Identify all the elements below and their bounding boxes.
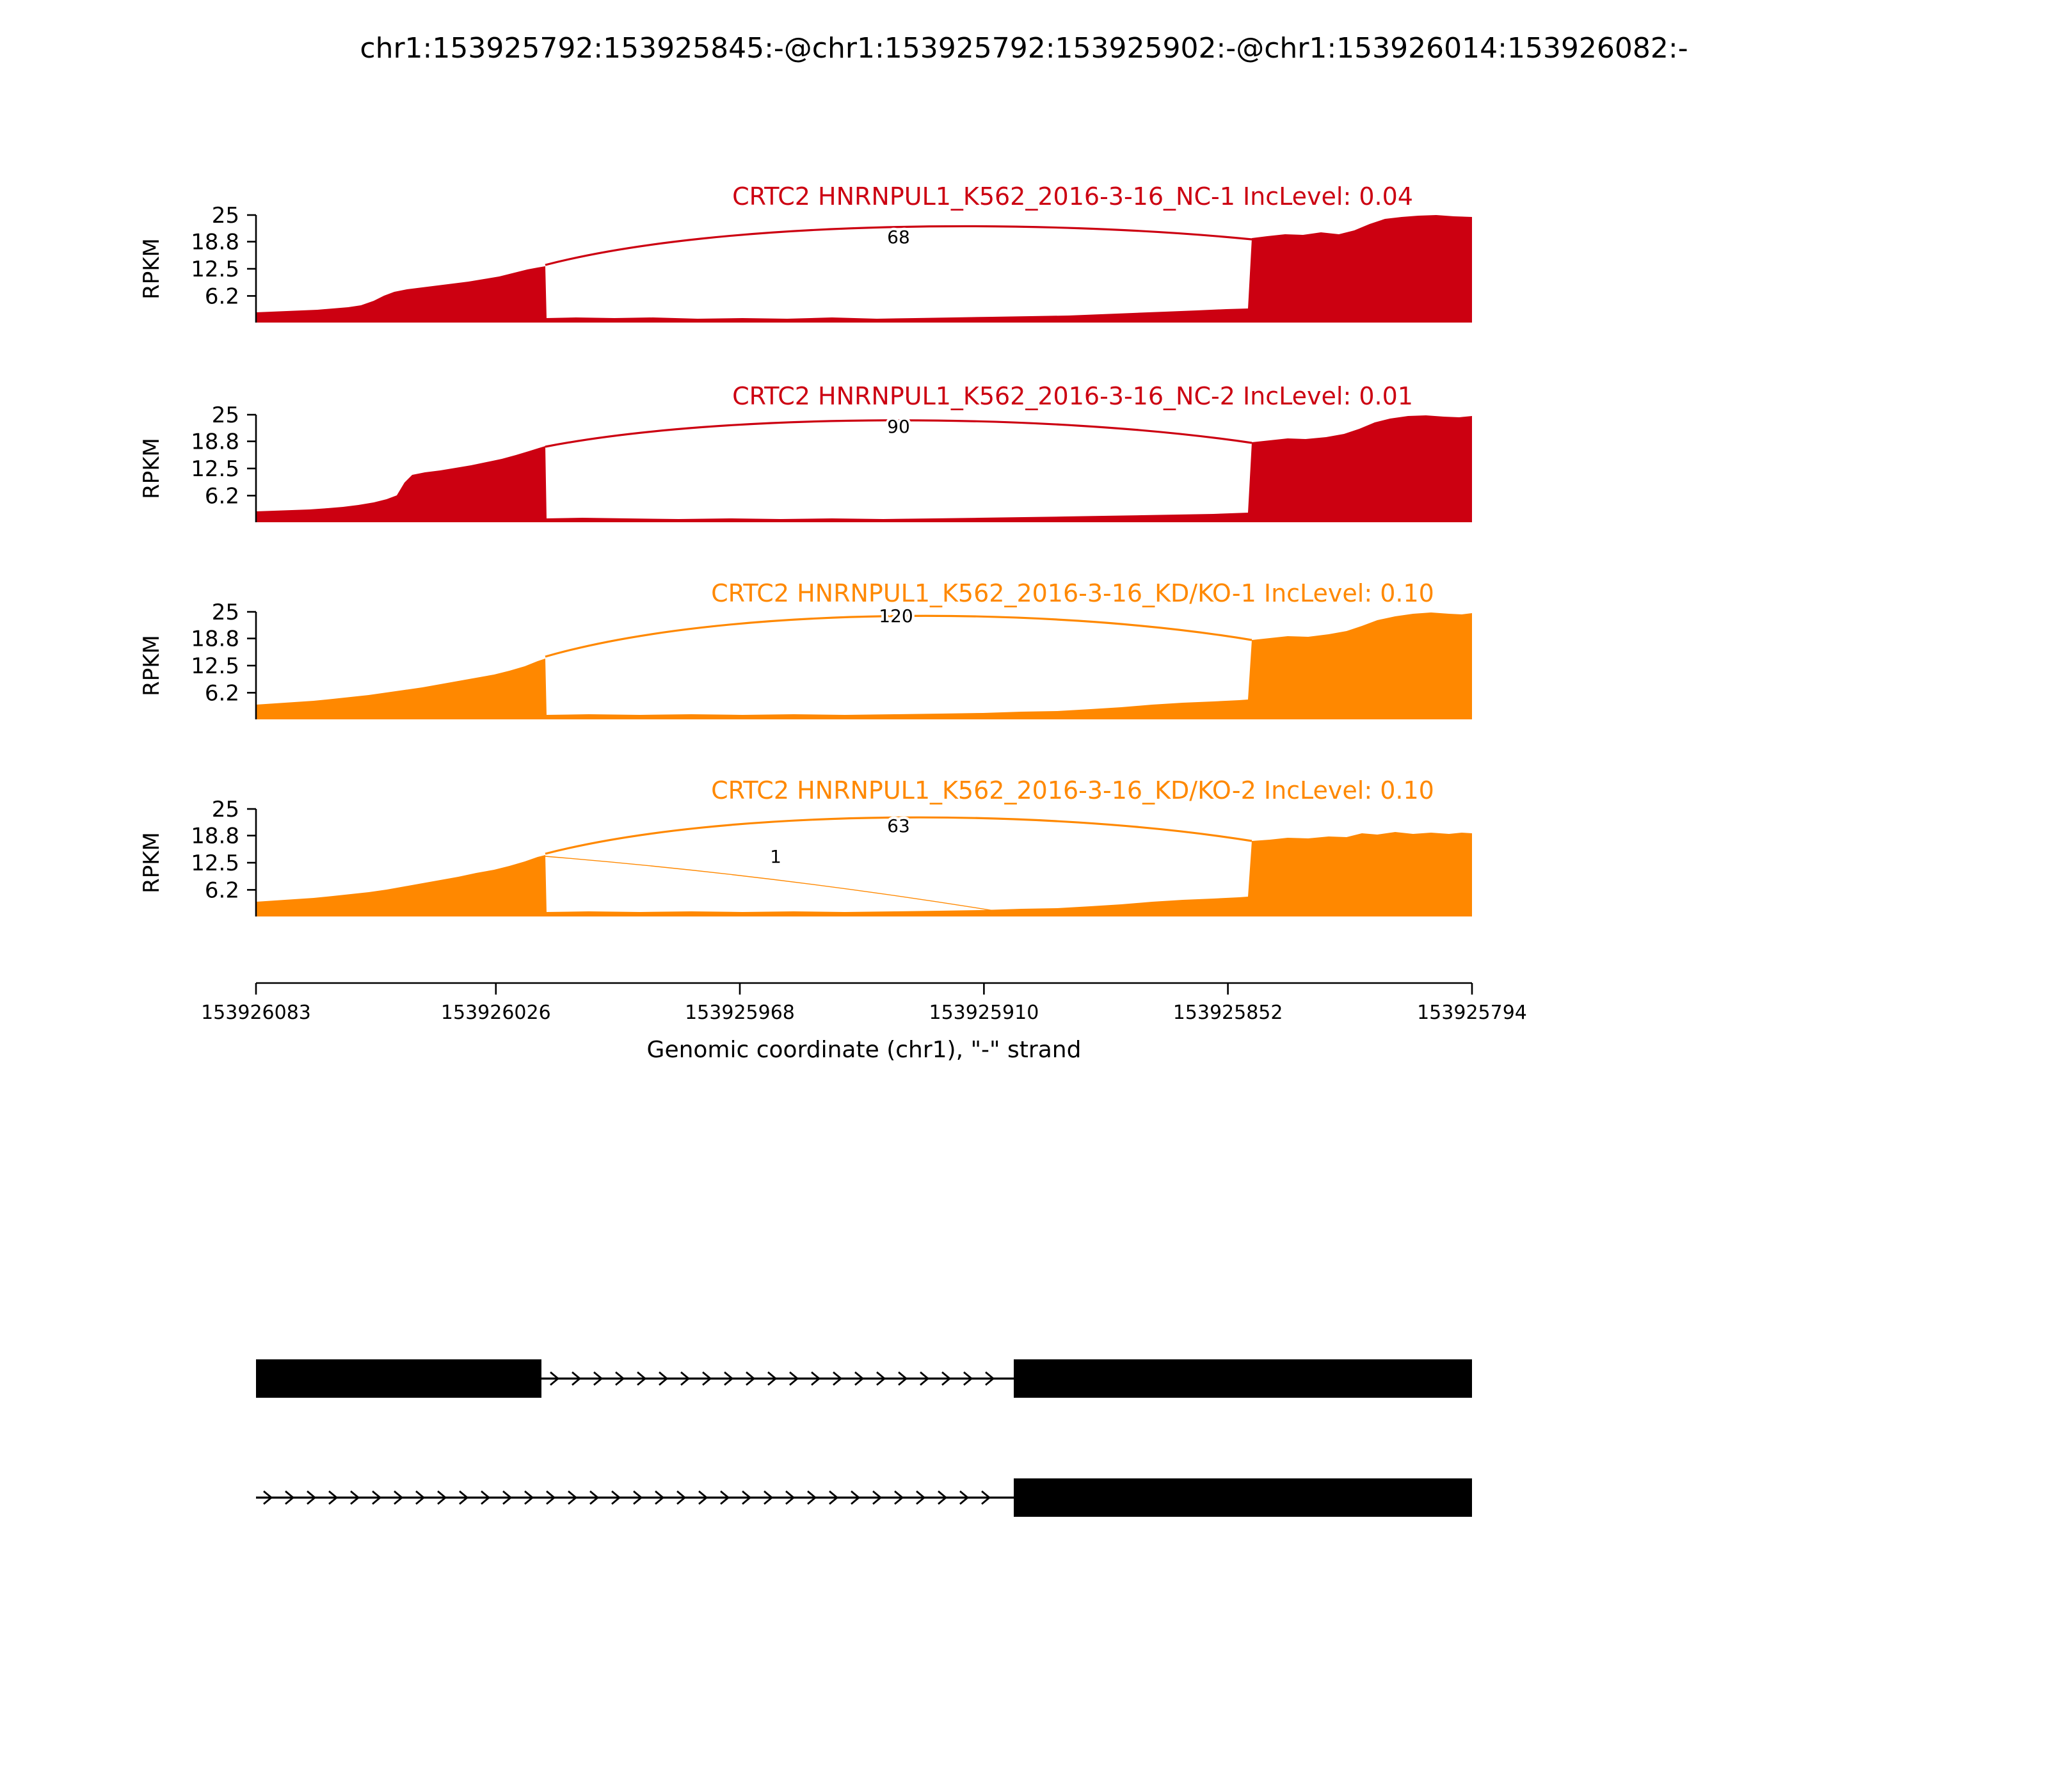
x-axis-label: Genomic coordinate (chr1), "-" strand: [647, 1037, 1082, 1063]
page-title: chr1:153925792:153925845:-@chr1:15392579…: [360, 33, 1688, 65]
sashimi-track-kdko-1: CRTC2 HNRNPUL1_K562_2016-3-16_KD/KO-1 In…: [139, 579, 1472, 719]
y-tick-label: 6.2: [205, 483, 239, 509]
y-tick-label: 25: [212, 203, 239, 228]
x-tick-label: 153925852: [1173, 1002, 1283, 1024]
exon-box: [1014, 1359, 1472, 1398]
y-axis: 25 18.8 12.5 6.2 RPKM: [139, 203, 257, 323]
track-title: CRTC2 HNRNPUL1_K562_2016-3-16_NC-1 IncLe…: [732, 182, 1413, 211]
y-tick-label: 18.8: [191, 429, 239, 455]
coverage-area: [256, 612, 1472, 719]
coverage-area: [256, 832, 1472, 916]
y-tick-label: 25: [212, 600, 239, 625]
exon-box: [1014, 1478, 1472, 1517]
y-axis-label: RPKM: [139, 635, 164, 696]
y-tick-label: 12.5: [191, 851, 239, 876]
junction-arc: [545, 614, 1252, 658]
coverage-area: [256, 215, 1472, 323]
junction-read-count: 68: [887, 227, 910, 248]
sashimi-track-nc-2: CRTC2 HNRNPUL1_K562_2016-3-16_NC-2 IncLe…: [139, 382, 1472, 522]
y-axis-label: RPKM: [139, 832, 164, 893]
coverage-area: [256, 415, 1472, 522]
x-tick-label: 153925968: [685, 1002, 795, 1024]
y-tick-label: 18.8: [191, 230, 239, 255]
y-axis: 25 18.8 12.5 6.2 RPKM: [139, 797, 257, 916]
sashimi-track-nc-1: CRTC2 HNRNPUL1_K562_2016-3-16_NC-1 IncLe…: [139, 182, 1472, 323]
y-tick-label: 18.8: [191, 627, 239, 652]
track-title: CRTC2 HNRNPUL1_K562_2016-3-16_KD/KO-2 In…: [711, 776, 1434, 804]
x-axis: 153926083 153926026 153925968 153925910 …: [201, 982, 1527, 1063]
y-tick-label: 25: [212, 403, 239, 428]
intron-arrows: [263, 1490, 991, 1505]
x-tick-label: 153926026: [441, 1002, 551, 1024]
gene-structure-isoform-2: [256, 1478, 1472, 1517]
junction-arc: [545, 419, 1252, 448]
y-tick-label: 25: [212, 797, 239, 822]
junction-read-count: 120: [879, 605, 913, 627]
exon-box: [256, 1359, 541, 1398]
y-tick-label: 6.2: [205, 284, 239, 309]
y-axis-label: RPKM: [139, 438, 164, 499]
junction-arc-minor: [545, 856, 1014, 915]
gene-structure-isoform-1: [256, 1359, 1472, 1398]
y-axis: 25 18.8 12.5 6.2 RPKM: [139, 403, 257, 522]
junction-arc: [545, 816, 1252, 855]
junction-read-count: 63: [887, 815, 910, 836]
intron-arrows: [550, 1371, 995, 1386]
x-tick-label: 153925794: [1417, 1002, 1527, 1024]
y-tick-label: 6.2: [205, 680, 239, 706]
sashimi-track-kdko-2: CRTC2 HNRNPUL1_K562_2016-3-16_KD/KO-2 In…: [139, 776, 1472, 916]
y-axis-label: RPKM: [139, 238, 164, 300]
y-tick-label: 12.5: [191, 653, 239, 679]
track-title: CRTC2 HNRNPUL1_K562_2016-3-16_KD/KO-1 In…: [711, 579, 1434, 607]
y-axis: 25 18.8 12.5 6.2 RPKM: [139, 600, 257, 719]
track-title: CRTC2 HNRNPUL1_K562_2016-3-16_NC-2 IncLe…: [732, 382, 1413, 410]
y-tick-label: 12.5: [191, 456, 239, 482]
junction-read-count-minor: 1: [770, 846, 781, 867]
x-tick-label: 153926083: [201, 1002, 311, 1024]
junction-arc: [545, 225, 1252, 266]
junction-read-count: 90: [887, 416, 910, 437]
x-tick-label: 153925910: [929, 1002, 1039, 1024]
y-tick-label: 6.2: [205, 877, 239, 903]
y-tick-label: 12.5: [191, 257, 239, 282]
y-tick-label: 18.8: [191, 824, 239, 849]
